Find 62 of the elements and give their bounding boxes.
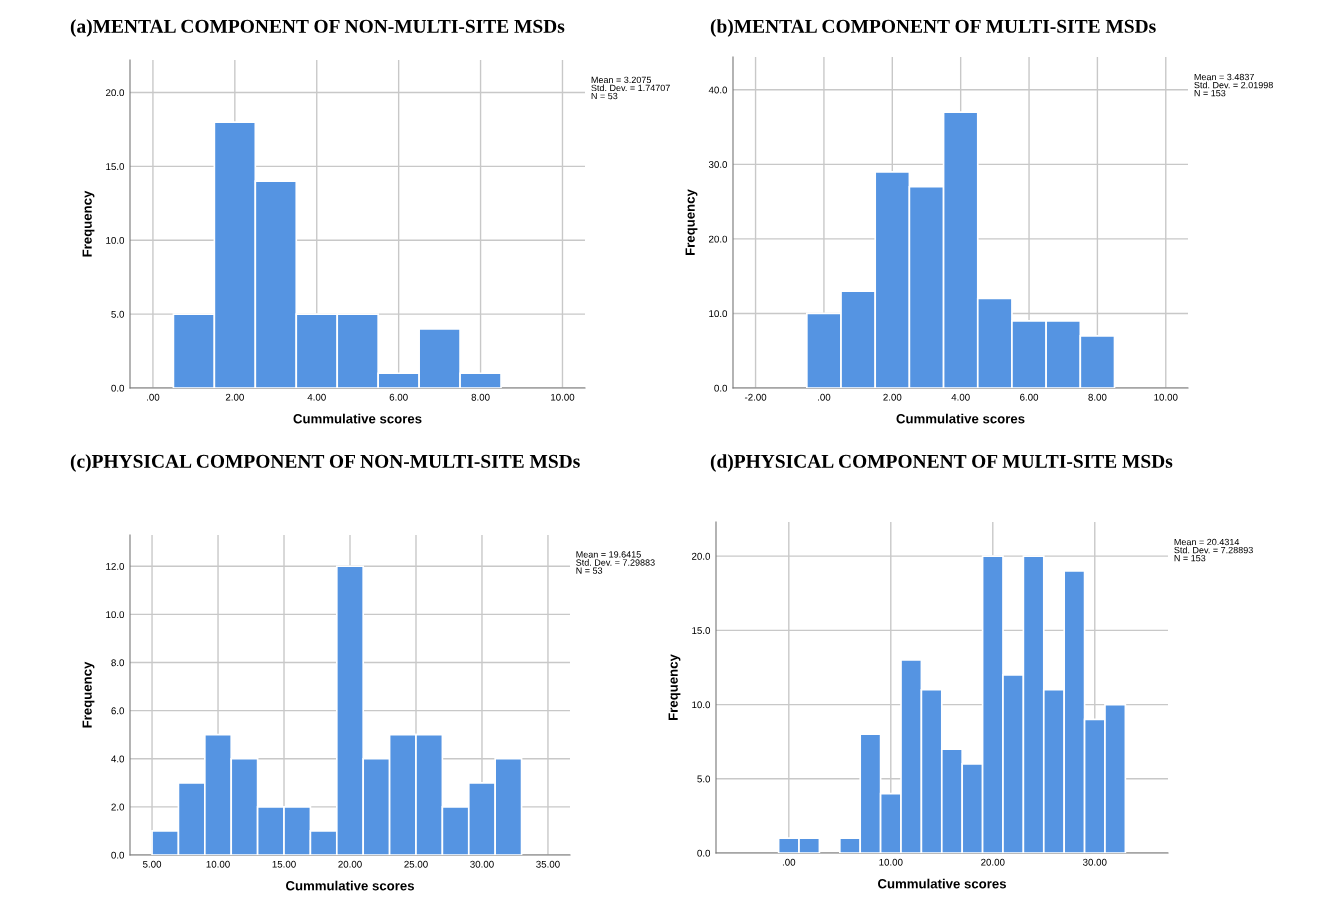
y-tick-label: 10.0 xyxy=(106,236,125,244)
text: Mean = 19.6415 Std. Dev. = 7.29883 N = 53 xyxy=(576,551,655,574)
x-tick-label: 20.00 xyxy=(338,860,362,868)
y-tick-label: 5.0 xyxy=(111,310,125,318)
y-tick-label: 30.0 xyxy=(708,161,728,168)
y-tick-label: 12.0 xyxy=(106,563,125,570)
x-tick-label: 15.00 xyxy=(272,860,296,868)
y-tick-label: 0.0 xyxy=(111,384,125,392)
y-tick-label: 15.0 xyxy=(106,163,125,170)
x-tick-label: 10.00 xyxy=(206,860,230,868)
y-tick-label: 0.0 xyxy=(111,851,125,859)
x-tick-label: 8.00 xyxy=(1088,393,1107,401)
y-tick-label: 0.0 xyxy=(697,849,711,857)
y-tick-label: 20.0 xyxy=(106,89,125,97)
x-tick-label: 35.00 xyxy=(536,860,560,868)
x-tick-label: 2.00 xyxy=(883,393,902,401)
y-axis-title: Frequency xyxy=(668,654,681,720)
y-tick-label: 20.0 xyxy=(692,552,711,560)
chart-title: (a)MENTAL COMPONENT OF NON-MULTI-SITE MSDs xyxy=(70,19,565,37)
y-tick-label: 10.0 xyxy=(106,611,125,619)
x-tick-label: 10.00 xyxy=(551,393,575,401)
y-tick-label: 10.0 xyxy=(709,310,728,318)
chart-title: (b)MENTAL COMPONENT OF MULTI-SITE MSDs xyxy=(710,19,1156,37)
x-tick-label: 10.00 xyxy=(1154,393,1178,401)
chart-title: (c)PHYSICAL COMPONENT OF NON-MULTI-SITE MSDs xyxy=(70,454,580,472)
y-axis-title: Frequency xyxy=(82,190,95,257)
x-tick-label: 20.00 xyxy=(981,858,1005,866)
y-tick-label: 5.0 xyxy=(697,775,711,783)
y-axis-title: Frequency xyxy=(685,189,698,255)
x-axis-title: Cummulative scores xyxy=(286,880,414,891)
y-tick-label: 0.0 xyxy=(714,384,728,392)
x-tick-label: 30.00 xyxy=(470,860,494,868)
y-tick-label: 20.0 xyxy=(709,235,728,243)
x-tick-label: 8.00 xyxy=(471,393,490,401)
x-tick-label: 10.00 xyxy=(879,858,903,866)
y-tick-label: 4.0 xyxy=(111,755,125,763)
x-axis-title: Cummulative scores xyxy=(896,413,1025,424)
x-tick-label: 2.00 xyxy=(225,393,244,401)
y-tick-label: 6.0 xyxy=(111,707,125,715)
x-tick-label: 4.00 xyxy=(307,393,326,401)
x-tick-label: 6.00 xyxy=(1020,393,1039,401)
x-tick-label: .00 xyxy=(782,858,796,866)
x-tick-label: 30.00 xyxy=(1082,858,1107,866)
x-tick-label: .00 xyxy=(818,393,831,401)
x-tick-label: .00 xyxy=(147,393,160,401)
y-tick-label: 8.0 xyxy=(111,659,125,667)
x-tick-label: 25.00 xyxy=(404,860,428,868)
y-axis-title: Frequency xyxy=(82,661,95,728)
text: Mean = 20.4314 Std. Dev. = 7.28893 N = 153 xyxy=(1174,538,1253,562)
x-tick-label: 6.00 xyxy=(389,393,408,401)
x-axis-title: Cummulative scores xyxy=(878,878,1006,889)
x-tick-label: 5.00 xyxy=(142,860,162,868)
y-tick-label: 2.0 xyxy=(111,803,125,811)
x-tick-label: 4.00 xyxy=(951,393,970,401)
y-tick-label: 10.0 xyxy=(692,701,711,709)
x-tick-label: -2.00 xyxy=(744,393,767,401)
text: Mean = 3.4837 Std. Dev. = 2.01998 N = 153 xyxy=(1194,73,1273,97)
y-tick-label: 15.0 xyxy=(692,627,711,634)
text: Mean = 3.2075 Std. Dev. = 1.74707 N = 53 xyxy=(591,76,670,100)
y-tick-label: 40.0 xyxy=(708,86,728,94)
x-axis-title: Cummulative scores xyxy=(293,413,422,424)
chart-title: (d)PHYSICAL COMPONENT OF MULTI-SITE MSDs xyxy=(710,454,1173,472)
